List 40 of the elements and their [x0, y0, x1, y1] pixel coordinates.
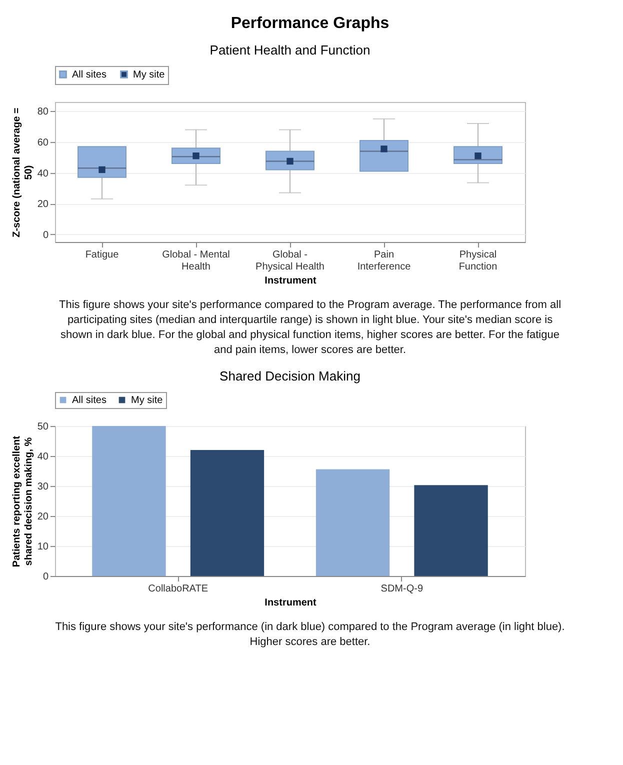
x-tick-label: Fatigue [85, 250, 120, 260]
y-tick-label: 20 [37, 512, 49, 522]
x-tick-label: Pain Interference [357, 250, 412, 272]
x-tick-label: SDM-Q-9 [380, 584, 424, 594]
x-axis-title: Instrument [264, 598, 318, 608]
y-axis-title: Z-score (national average = 50) [11, 107, 34, 238]
y-tick-label: 40 [37, 452, 49, 462]
x-axis-title: Instrument [264, 276, 318, 286]
bar [190, 450, 264, 576]
legend-label: All sites [72, 69, 106, 80]
point [380, 146, 388, 152]
y-tick-label: 0 [42, 230, 49, 241]
y-tick-label: 60 [37, 138, 49, 148]
legend-label: All sites [72, 395, 106, 406]
legend-label: My site [133, 69, 166, 80]
y-tick-label: 80 [37, 106, 49, 118]
point [98, 166, 106, 174]
legend-label: My site [131, 395, 164, 406]
bar [92, 426, 166, 576]
y-tick-label: 30 [37, 482, 49, 492]
text: This figure shows your site's performance (in dark blue) compared to the Program average (in light blue). Higher scores are better. [55, 621, 565, 648]
bar [414, 485, 488, 576]
point [192, 152, 200, 160]
chart-title: Patient Health and Function [210, 42, 370, 58]
text: This figure shows your site's performance compared to the Program average. The performance from all participating sites (median and interquartile range) is shown in light blue. Your site's median score is shown in dark blue. For the global and physical function items, higher scores are better. For the fatigue and pain items, lower scores are better. [58, 299, 562, 356]
point [286, 158, 294, 165]
x-tick-label: Physical Function [458, 250, 498, 272]
point [474, 152, 482, 160]
y-tick-label: 20 [37, 199, 49, 210]
x-tick-label: Global - Physical Health [256, 250, 324, 272]
y-tick-label: 50 [37, 422, 49, 432]
y-tick-label: 0 [42, 572, 49, 582]
text: Performance Graphs [230, 15, 390, 32]
y-tick-label: 10 [37, 542, 49, 552]
bar [316, 469, 390, 576]
chart-title: Shared Decision Making [220, 368, 360, 384]
x-tick-label: Global - Mental Health [162, 250, 230, 272]
y-tick-label: 40 [37, 168, 49, 180]
y-axis-title: Patients reporting excellent shared decision making, % [11, 435, 34, 568]
x-tick-label: CollaboRATE [148, 584, 208, 594]
